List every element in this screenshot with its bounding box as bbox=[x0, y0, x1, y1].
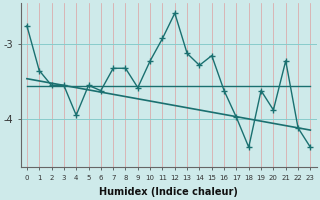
X-axis label: Humidex (Indice chaleur): Humidex (Indice chaleur) bbox=[99, 187, 238, 197]
